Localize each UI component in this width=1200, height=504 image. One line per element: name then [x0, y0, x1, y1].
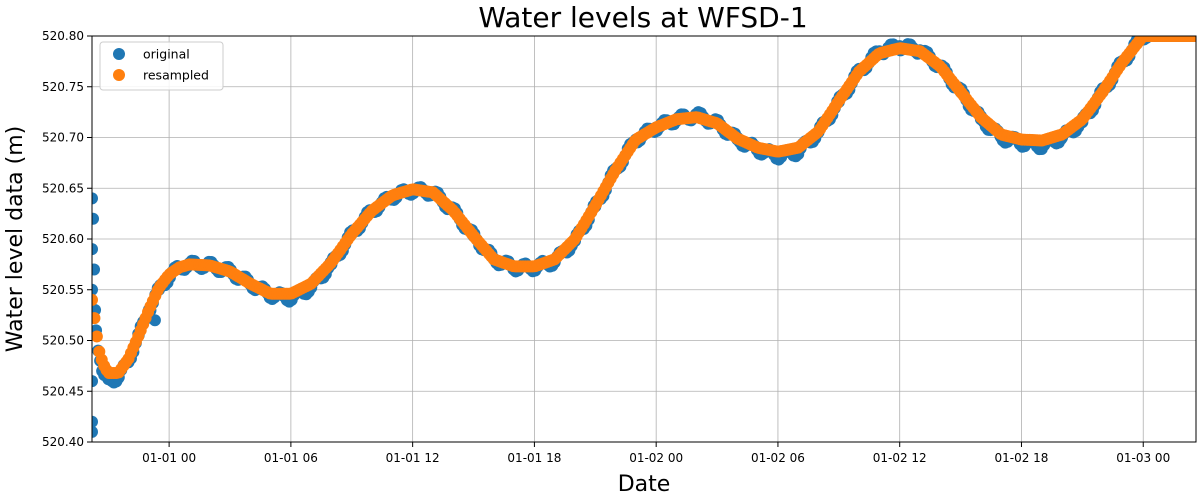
x-tick-label: 01-01 18	[507, 451, 561, 465]
data-point-original	[92, 243, 98, 256]
y-tick-label: 520.50	[42, 334, 84, 348]
series-resampled	[92, 36, 1196, 379]
legend-frame	[99, 41, 224, 91]
x-tick-label: 01-02 18	[994, 451, 1048, 465]
x-tick-label: 01-03 00	[1116, 451, 1170, 465]
data-point-original	[92, 375, 98, 388]
y-tick-label: 520.75	[42, 80, 84, 94]
legend-marker-original	[113, 48, 125, 60]
data-point-original	[92, 283, 98, 296]
x-tick-label: 01-02 00	[629, 451, 683, 465]
data-point-original	[92, 415, 98, 428]
legend-label-original: original	[143, 47, 190, 62]
x-tick-label: 01-02 06	[751, 451, 805, 465]
y-tick-label: 520.45	[42, 384, 84, 398]
data-layer	[92, 36, 1196, 438]
y-tick-label: 520.65	[42, 181, 84, 195]
data-point-original	[148, 314, 161, 327]
data-point-resampled	[92, 312, 101, 325]
x-tick-label: 01-01 06	[264, 451, 318, 465]
data-point-original	[92, 425, 98, 438]
x-axis-label: Date	[618, 472, 671, 497]
data-point-original	[92, 263, 101, 276]
data-point-original	[92, 192, 98, 205]
data-point-resampled	[1189, 36, 1196, 42]
legend-marker-resampled	[113, 69, 125, 81]
y-tick-label: 520.70	[42, 131, 84, 145]
data-point-resampled	[92, 293, 98, 306]
data-point-original	[92, 212, 100, 225]
y-axis-label: Water level data (m)	[3, 126, 28, 352]
data-point-resampled	[92, 330, 103, 343]
x-tick-label: 01-01 12	[386, 451, 440, 465]
legend: original resampled	[99, 41, 224, 91]
x-tick-label: 01-01 00	[142, 451, 196, 465]
ticks-layer: 01-01 00 01-01 06 01-01 12 01-01 18 01-02 00…	[42, 29, 1170, 465]
legend-label-resampled: resampled	[143, 68, 209, 83]
y-tick-label: 520.60	[42, 232, 84, 246]
y-tick-label: 520.40	[42, 435, 84, 449]
y-tick-label: 520.55	[42, 283, 84, 297]
y-tick-label: 520.80	[42, 29, 84, 43]
chart-title: Water levels at WFSD-1	[478, 1, 807, 34]
x-tick-label: 01-02 12	[873, 451, 927, 465]
